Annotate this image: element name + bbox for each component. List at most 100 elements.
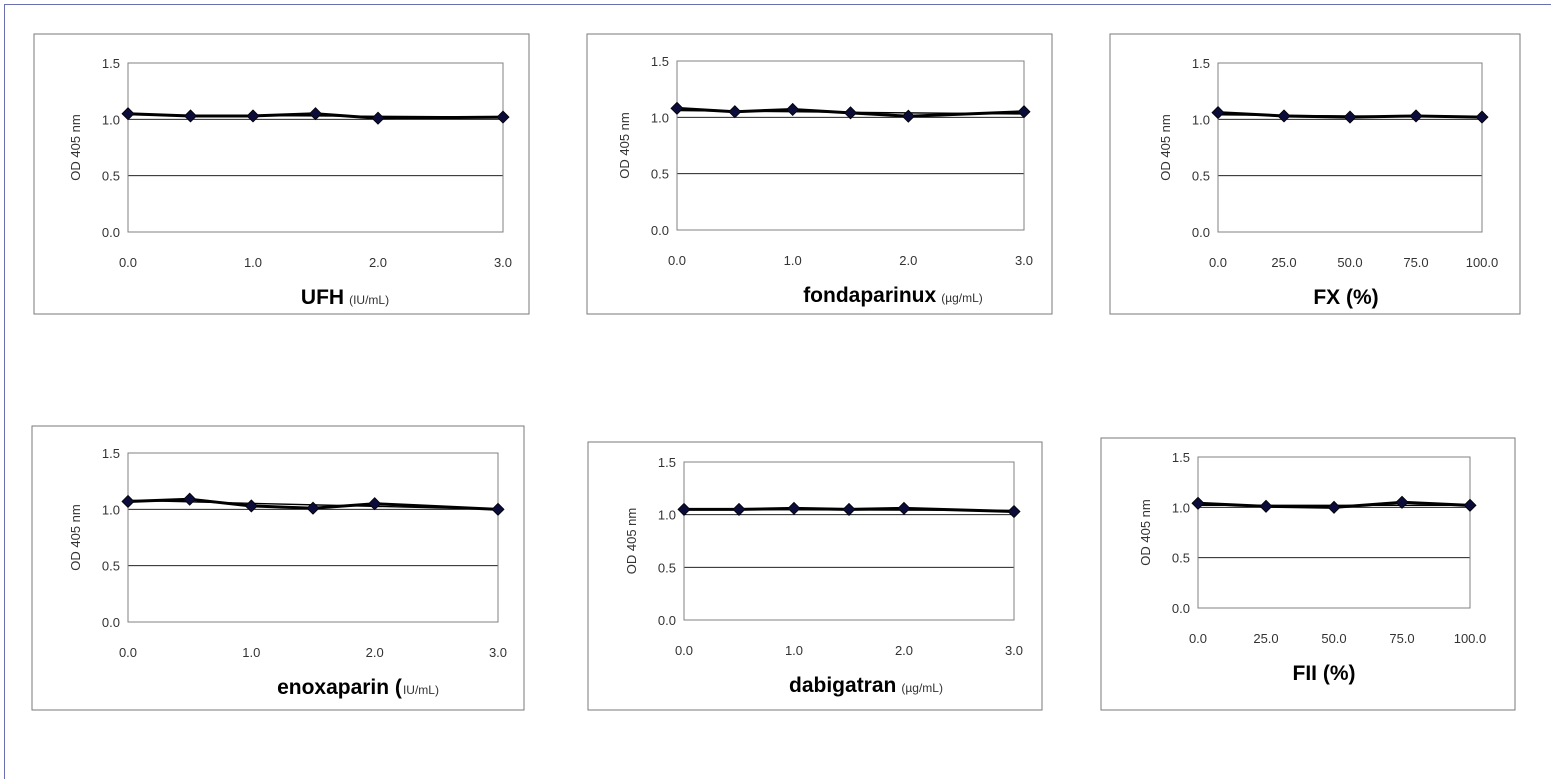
x-axis-label-main: enoxaparin ( — [277, 676, 402, 699]
y-tick-label: 1.5 — [651, 54, 669, 69]
x-tick-label: 2.0 — [369, 255, 387, 270]
y-axis-label: OD 405 nm — [68, 114, 83, 180]
x-tick-label: 0.0 — [119, 645, 137, 660]
x-tick-label: 50.0 — [1337, 255, 1362, 270]
data-point — [121, 107, 135, 121]
data-point — [491, 502, 505, 516]
x-axis-label-unit: (µg/mL) — [941, 291, 983, 305]
x-axis-label-main: FII (%) — [1293, 662, 1356, 685]
data-point — [1191, 496, 1205, 510]
series-line — [676, 106, 1025, 118]
x-tick-label: 3.0 — [1005, 643, 1023, 658]
y-tick-label: 1.5 — [1192, 56, 1210, 71]
y-tick-label: 0.0 — [651, 223, 669, 238]
x-tick-label: 100.0 — [1466, 255, 1499, 270]
x-tick-label: 3.0 — [1015, 253, 1033, 268]
data-point — [183, 492, 197, 506]
x-axis-label: FII (%) — [1293, 662, 1356, 685]
data-point — [670, 101, 684, 115]
plot-area — [127, 452, 499, 623]
chart-panel-2: 0.0 0.5 1.0 1.5 0.0 1.0 2.0 3.0 OD 405 nm fondapa… — [586, 33, 1053, 315]
chart-frame — [587, 441, 1043, 711]
x-tick-label: 0.0 — [1209, 255, 1227, 270]
data-point — [1343, 110, 1357, 124]
data-point — [1327, 500, 1341, 514]
data-point — [1211, 106, 1225, 120]
x-axis-label: UFH (IU/mL) — [301, 286, 389, 309]
data-point — [1017, 105, 1031, 119]
y-tick-label: 0.0 — [658, 613, 676, 628]
data-point — [1259, 499, 1273, 513]
x-axis-label-unit: (µg/mL) — [901, 681, 943, 695]
x-axis-label-main: UFH — [301, 286, 344, 309]
data-point — [1395, 495, 1409, 509]
y-tick-label: 0.0 — [102, 615, 120, 630]
plot-area — [127, 62, 504, 233]
x-tick-label: 0.0 — [675, 643, 693, 658]
data-point — [246, 109, 260, 123]
chart-panel-6: 0.0 0.5 1.0 1.5 0.0 25.0 50.0 75.0 100.0 OD 405 n… — [1100, 437, 1516, 711]
y-tick-label: 0.0 — [1192, 225, 1210, 240]
x-tick-label: 0.0 — [1189, 631, 1207, 646]
x-tick-label: 2.0 — [895, 643, 913, 658]
chart-frame — [31, 425, 525, 711]
data-point — [1007, 504, 1021, 519]
x-tick-label: 0.0 — [668, 253, 686, 268]
y-axis-label: OD 405 nm — [617, 112, 632, 178]
data-point — [787, 501, 801, 515]
y-tick-label: 0.5 — [1172, 551, 1190, 566]
x-tick-label: 25.0 — [1253, 631, 1278, 646]
x-tick-label: 3.0 — [494, 255, 512, 270]
x-tick-label: 50.0 — [1321, 631, 1346, 646]
x-tick-label: 75.0 — [1389, 631, 1414, 646]
series-line — [127, 112, 504, 120]
y-tick-label: 0.5 — [658, 560, 676, 575]
y-tick-label: 0.5 — [102, 169, 120, 184]
x-tick-label: 2.0 — [899, 253, 917, 268]
data-point — [843, 106, 858, 120]
y-tick-label: 0.5 — [1192, 169, 1210, 184]
data-point — [677, 502, 691, 516]
y-tick-label: 1.0 — [651, 110, 669, 125]
data-point — [1475, 110, 1489, 124]
chart-frame — [1100, 437, 1516, 711]
x-axis-label: dabigatran (µg/mL) — [789, 674, 943, 697]
data-point — [786, 102, 800, 117]
y-tick-label: 0.0 — [1172, 601, 1190, 616]
x-tick-label: 2.0 — [366, 645, 384, 660]
series-line — [684, 506, 1015, 514]
series-line — [127, 497, 499, 511]
x-axis-label-main: dabigatran — [789, 674, 896, 697]
x-tick-label: 0.0 — [119, 255, 137, 270]
data-point — [1277, 109, 1291, 123]
y-axis-label: OD 405 nm — [68, 504, 83, 570]
x-axis-label-unit: IU/mL) — [403, 683, 439, 697]
x-axis-label-main: FX (%) — [1313, 286, 1378, 309]
data-point — [496, 110, 510, 124]
chart-panel-4: 0.0 0.5 1.0 1.5 0.0 1.0 2.0 3.0 OD 405 nm enoxapa… — [31, 425, 525, 711]
x-tick-label: 3.0 — [489, 645, 507, 660]
x-tick-label: 1.0 — [244, 255, 262, 270]
data-point — [306, 501, 320, 515]
x-axis-label: enoxaparin (IU/mL) — [277, 676, 439, 699]
y-axis-label: OD 405 nm — [1138, 499, 1153, 565]
y-tick-label: 1.0 — [658, 508, 676, 523]
plot-area — [676, 60, 1025, 231]
figure-frame — [4, 4, 1551, 779]
data-point — [1463, 498, 1477, 512]
x-axis-label: FX (%) — [1313, 286, 1378, 309]
y-tick-label: 1.0 — [102, 112, 120, 127]
data-point — [121, 494, 135, 509]
data-point — [842, 502, 856, 516]
plot-area — [1217, 62, 1483, 233]
y-tick-label: 1.0 — [102, 502, 120, 517]
y-tick-label: 1.5 — [658, 455, 676, 470]
x-tick-label: 25.0 — [1271, 255, 1296, 270]
x-tick-label: 1.0 — [785, 643, 803, 658]
data-point — [1409, 109, 1423, 123]
y-tick-label: 0.5 — [651, 167, 669, 182]
y-tick-label: 1.0 — [1192, 112, 1210, 127]
x-axis-label: fondaparinux (µg/mL) — [803, 284, 983, 307]
data-point — [901, 109, 915, 123]
